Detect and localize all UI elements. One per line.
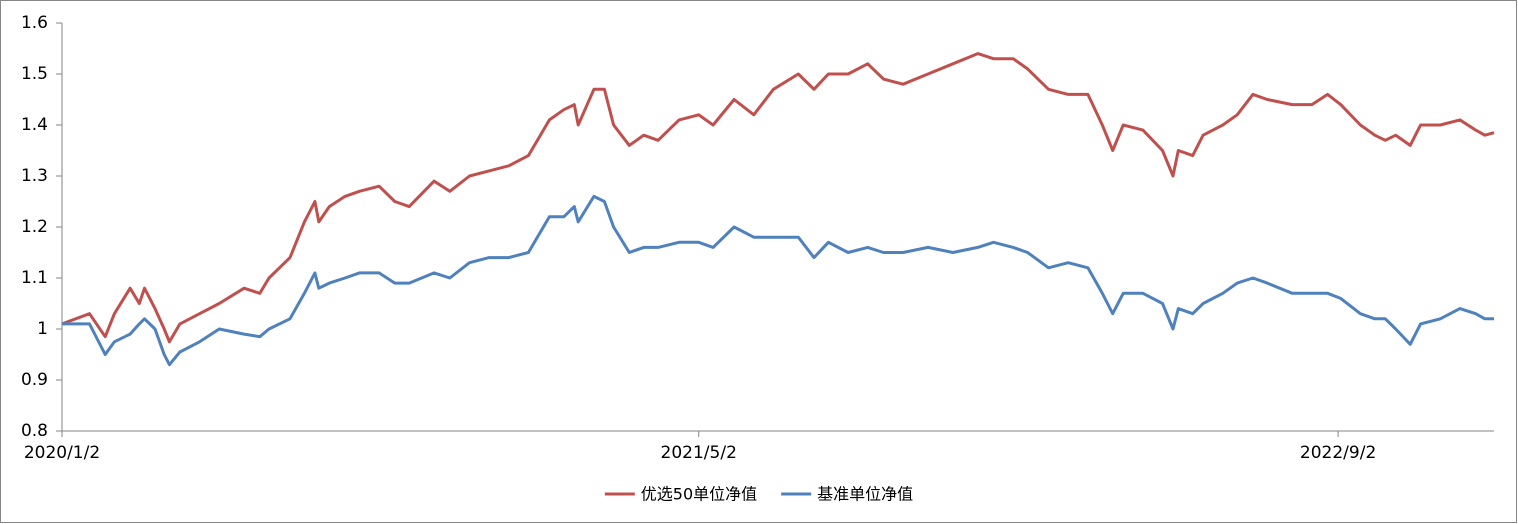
y-tick-label: 0.9 (21, 370, 48, 390)
y-tick-label: 1.5 (21, 64, 48, 84)
series-line (61, 52, 1495, 344)
x-tick-label: 2022/9/2 (1300, 443, 1376, 463)
series-line (62, 194, 1494, 367)
y-tick-label: 1.1 (21, 268, 48, 288)
x-tick-label: 2020/1/2 (24, 443, 100, 463)
y-tick-label: 0.8 (21, 421, 48, 441)
y-tick-label: 1 (37, 319, 48, 339)
y-tick-label: 1.2 (21, 217, 48, 237)
legend-label: 基准单位净值 (817, 485, 913, 504)
legend-label: 优选50单位净值 (641, 485, 757, 504)
y-tick-label: 1.4 (21, 115, 48, 135)
y-tick-label: 1.3 (21, 166, 48, 186)
x-tick-label: 2021/5/2 (661, 443, 737, 463)
y-tick-label: 1.6 (21, 13, 48, 33)
